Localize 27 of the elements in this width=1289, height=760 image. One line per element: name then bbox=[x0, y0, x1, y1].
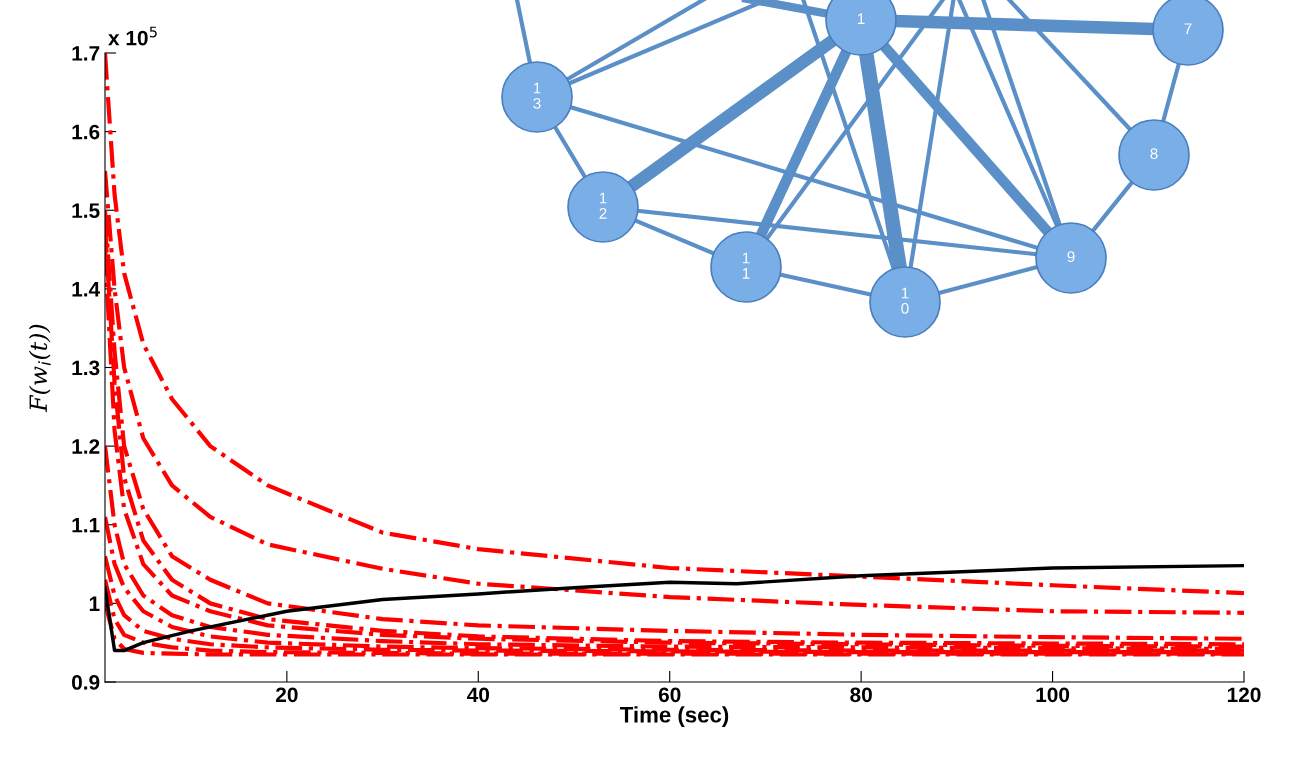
text: 7 bbox=[1184, 23, 1192, 34]
y-tick-label: 1 bbox=[89, 596, 100, 611]
x-tick-label: 120 bbox=[1227, 687, 1261, 703]
y-tick-label: 1.6 bbox=[72, 124, 100, 140]
y-axis-title: F(w$_{i}$(t)) bbox=[28, 324, 51, 413]
x-tick-label: 80 bbox=[850, 687, 872, 703]
y-tick-label: 1.5 bbox=[72, 203, 100, 218]
text: 1 bbox=[857, 13, 865, 24]
y-tick-label: 0.9 bbox=[72, 675, 100, 690]
x-axis-title: Time (sec) bbox=[619, 706, 729, 727]
y-tick-label: 1.2 bbox=[72, 439, 100, 454]
x-tick-label: 100 bbox=[1036, 687, 1070, 703]
x-tick-label: 60 bbox=[658, 687, 681, 703]
y-tick-label: 1.3 bbox=[72, 360, 100, 376]
text: 3 bbox=[533, 97, 541, 109]
annotation: 9 bbox=[1067, 251, 1075, 263]
y-tick-label: 1.7 bbox=[72, 46, 100, 61]
annotation: 12 bbox=[599, 192, 607, 219]
annotation: 1 bbox=[533, 82, 541, 94]
annotation: 10 bbox=[901, 287, 909, 314]
y-tick-label: 1.1 bbox=[72, 517, 100, 533]
annotation: 8 bbox=[1150, 148, 1158, 160]
text: x 10$^{5}$ bbox=[108, 26, 157, 46]
x-tick-label: 40 bbox=[467, 687, 490, 703]
y-tick-label: 1.4 bbox=[72, 282, 101, 297]
annotation: 11 bbox=[742, 252, 750, 279]
x-tick-label: 20 bbox=[275, 687, 298, 703]
